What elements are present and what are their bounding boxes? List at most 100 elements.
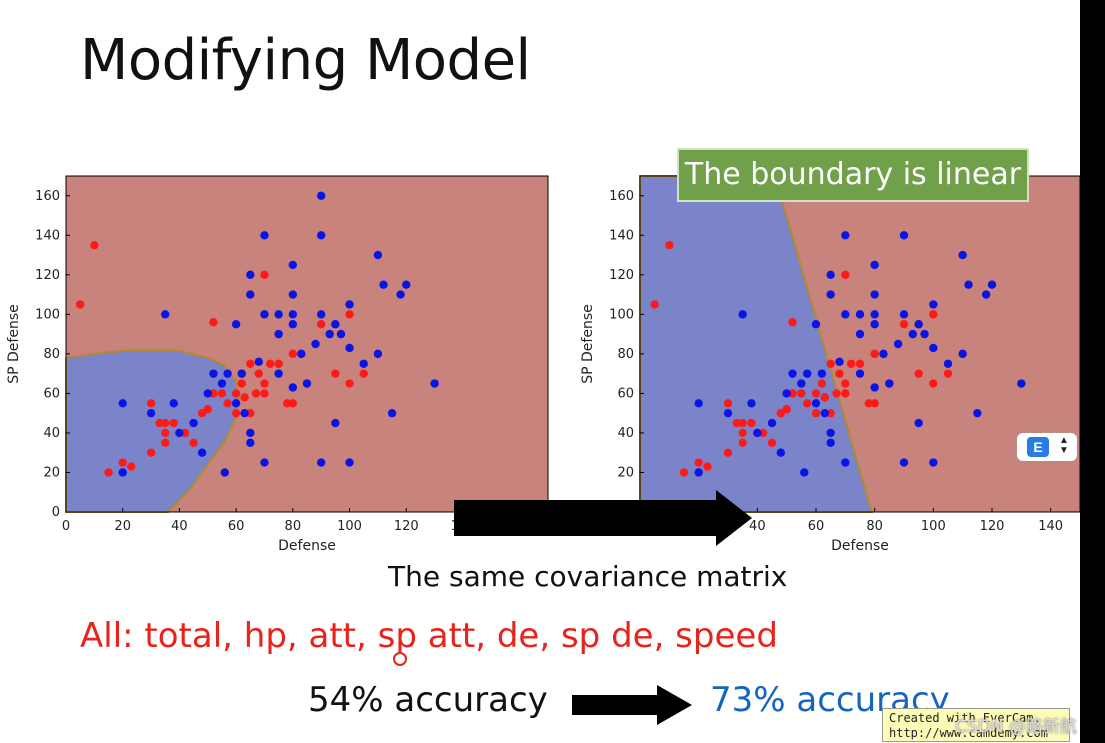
blue-point	[958, 250, 967, 260]
red-point	[251, 389, 261, 398]
y-tick-label: 20	[43, 465, 60, 480]
red-point	[359, 369, 368, 378]
x-tick-label: 0	[62, 519, 70, 534]
blue-point	[753, 428, 762, 438]
red-point	[146, 399, 156, 408]
x-tick-label: 120	[394, 519, 419, 534]
x-tick-label: 40	[171, 519, 188, 534]
blue-point	[246, 428, 255, 438]
floating-widget[interactable]: E ▲ ▼	[1017, 433, 1077, 461]
red-point	[943, 369, 953, 378]
blue-point	[811, 399, 821, 408]
y-tick-label: 160	[609, 189, 634, 204]
blue-point	[240, 408, 249, 418]
blue-point	[929, 343, 938, 353]
x-tick-label: 80	[866, 519, 883, 534]
blue-point	[169, 399, 178, 408]
blue-point	[817, 369, 827, 378]
blue-point	[870, 383, 879, 392]
blue-point	[964, 280, 973, 289]
blue-point	[929, 300, 938, 309]
blue-point	[841, 310, 850, 319]
blue-point	[237, 369, 246, 378]
red-point	[820, 393, 829, 402]
red-point	[265, 359, 275, 368]
red-point	[146, 448, 156, 457]
red-point	[260, 270, 269, 280]
red-point	[345, 379, 354, 388]
blue-point	[379, 280, 388, 289]
red-point	[231, 408, 241, 418]
blue-point	[331, 418, 340, 428]
blue-point	[336, 329, 346, 339]
x-tick-label: 40	[749, 519, 766, 534]
blue-point	[316, 310, 326, 319]
y-axis-label: SP Defense	[6, 304, 22, 384]
blue-point	[274, 329, 283, 339]
red-point	[803, 399, 812, 408]
blue-point	[981, 290, 991, 299]
blue-point	[325, 329, 334, 339]
blue-point	[797, 379, 806, 388]
blue-point	[118, 399, 127, 408]
chart-right-linear: 020406080100120140020406080100120140160D…	[580, 175, 1081, 554]
blue-point	[841, 231, 850, 240]
blue-point	[973, 408, 982, 418]
screen-edge-bar	[1080, 0, 1105, 743]
red-point	[240, 393, 249, 402]
features-list: All: total, hp, att, sp att, de, sp de, …	[80, 616, 778, 656]
red-point	[217, 389, 227, 398]
blue-point	[297, 349, 306, 359]
red-point	[782, 405, 791, 414]
blue-point	[870, 310, 879, 319]
blue-point	[767, 418, 777, 428]
red-point	[104, 468, 113, 477]
blue-point	[800, 468, 809, 477]
blue-point	[288, 320, 298, 329]
blue-point	[217, 379, 227, 388]
plot-frame	[65, 175, 549, 513]
blue-point	[288, 260, 298, 270]
red-point	[237, 379, 246, 388]
blue-point	[220, 468, 229, 477]
y-tick-label: 80	[43, 347, 60, 362]
widget-badge-icon[interactable]: E	[1027, 437, 1049, 457]
red-point	[738, 438, 747, 448]
blue-point	[175, 428, 184, 438]
red-point	[246, 359, 255, 368]
blue-point	[908, 329, 917, 339]
blue-point	[788, 369, 797, 378]
chevron-up-down-icon[interactable]: ▲ ▼	[1059, 435, 1069, 456]
camdemy-line2: http://www.camdemy.com	[889, 726, 1048, 740]
x-tick-label: 100	[921, 519, 946, 534]
y-tick-label: 140	[35, 228, 60, 243]
red-point	[679, 468, 689, 477]
red-point	[847, 359, 856, 368]
blue-point	[826, 270, 835, 280]
red-point	[694, 458, 703, 467]
blue-point	[209, 369, 218, 378]
y-tick-label: 0	[52, 505, 60, 520]
camdemy-line1: Created with EverCam.	[889, 711, 1041, 725]
y-tick-label: 120	[609, 268, 634, 283]
y-tick-label: 40	[617, 426, 634, 441]
arrow-right-icon	[454, 490, 752, 546]
red-point	[288, 349, 298, 359]
red-point	[254, 369, 263, 378]
red-point	[811, 389, 821, 398]
x-tick-label: 80	[285, 519, 302, 534]
red-point	[841, 389, 850, 398]
x-tick-label: 100	[337, 519, 362, 534]
blue-point	[288, 290, 298, 299]
y-tick-label: 60	[43, 386, 60, 401]
blue-point	[855, 310, 865, 319]
red-point	[732, 418, 741, 428]
blue-point	[820, 408, 829, 418]
x-axis-label: Defense	[278, 538, 336, 554]
red-point	[223, 399, 232, 408]
red-point	[161, 428, 170, 438]
red-point	[738, 428, 747, 438]
y-tick-label: 160	[35, 189, 60, 204]
red-point	[864, 399, 873, 408]
blue-point	[855, 329, 865, 339]
